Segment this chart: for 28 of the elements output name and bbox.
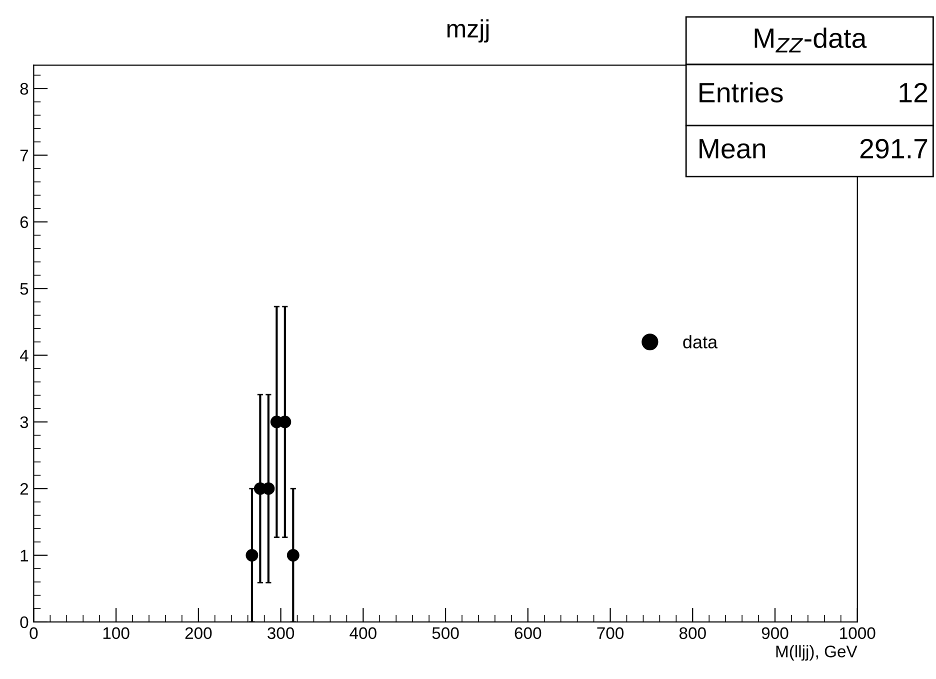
- x-tick-label: 200: [185, 627, 212, 640]
- text: M$_{ZZ}$-data: [754, 28, 867, 52]
- x-tick-label: 300: [268, 627, 294, 640]
- x-tick-label: 400: [350, 627, 376, 640]
- point: [286, 549, 300, 562]
- x-axis-title: M(lljj), GeV: [776, 645, 858, 661]
- x-tick-label: 500: [432, 627, 459, 640]
- x-tick-label: 700: [597, 627, 624, 640]
- legend-label: data: [683, 335, 718, 348]
- x-tick-label: 900: [762, 627, 788, 640]
- y-tick-label: 1: [20, 550, 28, 562]
- y-tick-label: 3: [20, 416, 28, 428]
- y-tick-label: 4: [20, 350, 28, 362]
- x-tick-label: 600: [514, 627, 542, 640]
- x-tick-label: 0: [30, 627, 38, 640]
- x-tick-label: 100: [103, 627, 130, 640]
- x-tick-label: 1000: [840, 627, 876, 640]
- y-tick-label: 0: [20, 616, 28, 628]
- text: Mean 291.7: [700, 138, 928, 159]
- chart-title: mzjj: [447, 19, 489, 43]
- y-tick-label: 6: [20, 216, 28, 228]
- point: [246, 549, 258, 562]
- text: Entries 12: [700, 82, 928, 103]
- x-tick-label: 800: [679, 627, 706, 640]
- y-tick-label: 5: [20, 283, 28, 295]
- y-tick-label: 2: [20, 483, 28, 495]
- y-tick-label: 7: [20, 150, 28, 162]
- y-tick-label: 8: [20, 82, 28, 95]
